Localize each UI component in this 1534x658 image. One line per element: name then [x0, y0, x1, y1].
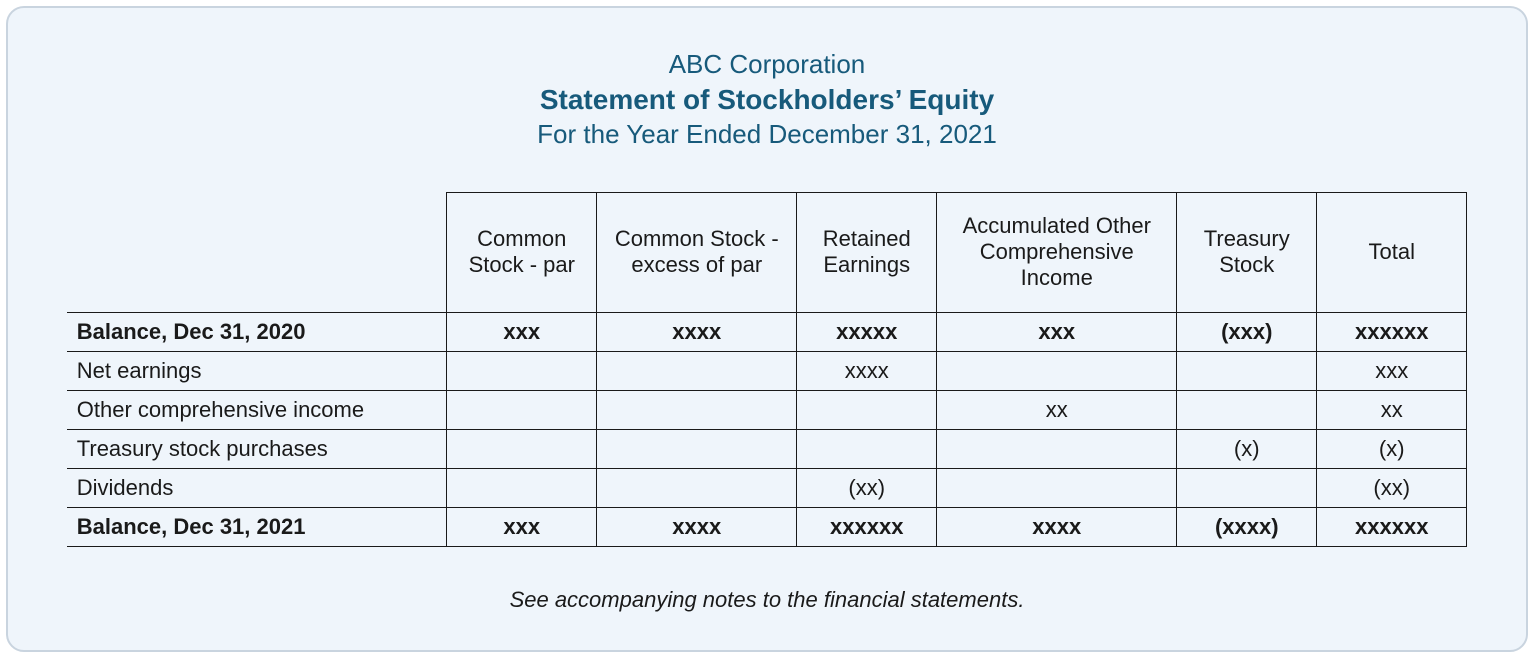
- table-cell: [1177, 351, 1317, 390]
- table-cell: xxxxx: [797, 312, 937, 351]
- table-cell: [937, 351, 1177, 390]
- table-cell: [797, 429, 937, 468]
- row-label: Treasury stock purchases: [67, 429, 447, 468]
- table-cell: [447, 351, 597, 390]
- table-cell: xxx: [937, 312, 1177, 351]
- table-cell: xxxxxx: [1317, 312, 1467, 351]
- table-row: Net earningsxxxxxxx: [67, 351, 1467, 390]
- col-header-treasury: Treasury Stock: [1177, 192, 1317, 312]
- table-cell: [447, 390, 597, 429]
- table-cell: (xxxx): [1177, 507, 1317, 546]
- table-cell: [1177, 468, 1317, 507]
- col-header-retained: Retained Earnings: [797, 192, 937, 312]
- table-cell: (xxx): [1177, 312, 1317, 351]
- statement-period: For the Year Ended December 31, 2021: [537, 118, 997, 152]
- statement-panel: ABC Corporation Statement of Stockholder…: [6, 6, 1528, 652]
- table-cell: [447, 468, 597, 507]
- row-label: Other comprehensive income: [67, 390, 447, 429]
- table-cell: [1177, 390, 1317, 429]
- footnote: See accompanying notes to the financial …: [510, 587, 1025, 613]
- table-cell: [597, 468, 797, 507]
- table-cell: xxx: [447, 507, 597, 546]
- table-cell: xxxx: [597, 312, 797, 351]
- table-cell: xx: [937, 390, 1177, 429]
- table-row: Balance, Dec 31, 2021xxxxxxxxxxxxxxxxx(x…: [67, 507, 1467, 546]
- table-cell: [447, 429, 597, 468]
- table-cell: xx: [1317, 390, 1467, 429]
- table-cell: (xx): [797, 468, 937, 507]
- table-cell: xxxx: [937, 507, 1177, 546]
- col-header-common-excess: Common Stock - excess of par: [597, 192, 797, 312]
- table-row: Dividends (xx) (xx): [67, 468, 1467, 507]
- table-row: Other comprehensive income xx xx: [67, 390, 1467, 429]
- table-cell: (x): [1177, 429, 1317, 468]
- col-header-common-par: Common Stock - par: [447, 192, 597, 312]
- statement-header: ABC Corporation Statement of Stockholder…: [537, 48, 997, 152]
- table-cell: (x): [1317, 429, 1467, 468]
- table-row: Balance, Dec 31, 2020xxxxxxxxxxxxxxx(xxx…: [67, 312, 1467, 351]
- table-header-row: Common Stock - par Common Stock - excess…: [67, 192, 1467, 312]
- row-label: Balance, Dec 31, 2021: [67, 507, 447, 546]
- table-cell: [597, 351, 797, 390]
- col-header-aoci: Accumulated Other Comprehensive Income: [937, 192, 1177, 312]
- company-name: ABC Corporation: [537, 48, 997, 82]
- table-cell: [597, 429, 797, 468]
- row-label: Balance, Dec 31, 2020: [67, 312, 447, 351]
- row-label: Net earnings: [67, 351, 447, 390]
- table-cell: [937, 468, 1177, 507]
- col-header-rowlabel: [67, 192, 447, 312]
- table-cell: xxx: [447, 312, 597, 351]
- equity-table: Common Stock - par Common Stock - excess…: [67, 192, 1468, 547]
- col-header-total: Total: [1317, 192, 1467, 312]
- table-cell: xxxx: [597, 507, 797, 546]
- equity-table-body: Balance, Dec 31, 2020xxxxxxxxxxxxxxx(xxx…: [67, 312, 1467, 546]
- table-cell: xxxxxx: [1317, 507, 1467, 546]
- table-row: Treasury stock purchases (x)(x): [67, 429, 1467, 468]
- table-cell: (xx): [1317, 468, 1467, 507]
- table-cell: xxx: [1317, 351, 1467, 390]
- table-cell: [937, 429, 1177, 468]
- table-cell: [597, 390, 797, 429]
- table-cell: xxxx: [797, 351, 937, 390]
- table-cell: [797, 390, 937, 429]
- row-label: Dividends: [67, 468, 447, 507]
- statement-title: Statement of Stockholders’ Equity: [537, 82, 997, 118]
- table-cell: xxxxxx: [797, 507, 937, 546]
